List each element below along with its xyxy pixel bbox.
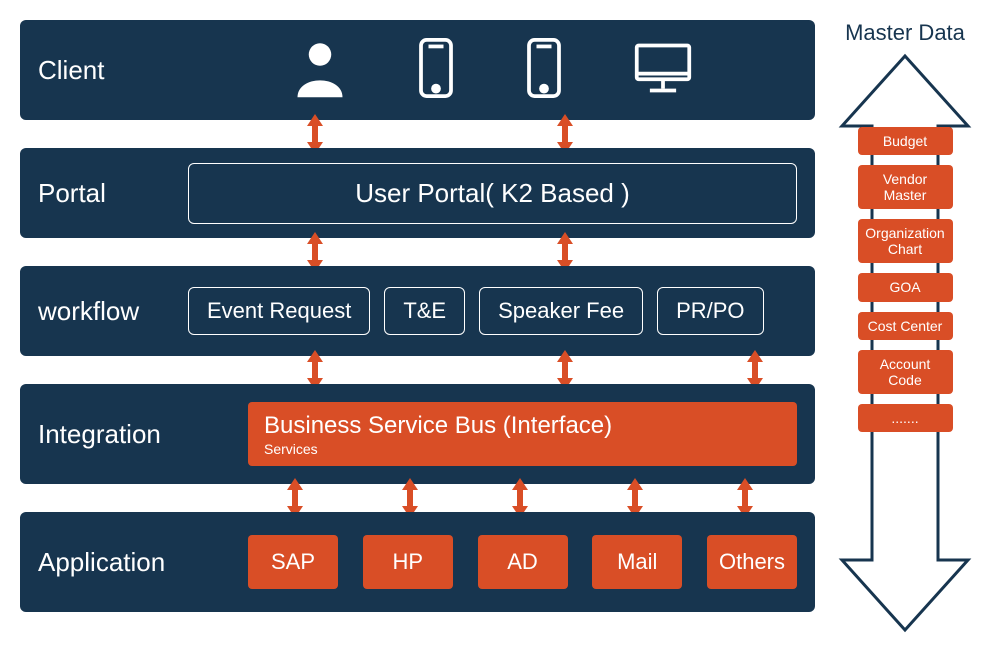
application-box-hp: HP — [363, 535, 453, 589]
layer-label-portal: Portal — [38, 178, 188, 209]
portal-box: User Portal( K2 Based ) — [188, 163, 797, 224]
application-box-others: Others — [707, 535, 797, 589]
workflow-box-speaker-fee: Speaker Fee — [479, 287, 643, 335]
user-icon — [293, 38, 347, 103]
integration-box: Business Service Bus (Interface) Service… — [248, 402, 797, 466]
client-icons — [188, 38, 797, 103]
monitor-icon — [633, 41, 693, 100]
main-column: Client Portal User Portal( K2 Based ) — [20, 20, 815, 643]
layer-label-client: Client — [38, 55, 188, 86]
application-box-ad: AD — [478, 535, 568, 589]
gap-1 — [20, 238, 815, 266]
layer-application: Application SAP HP AD Mail Others — [20, 512, 815, 612]
application-box-sap: SAP — [248, 535, 338, 589]
workflow-box-prpo: PR/PO — [657, 287, 763, 335]
gap-2 — [20, 356, 815, 384]
master-data-more: ....... — [858, 404, 953, 432]
gap-3 — [20, 484, 815, 512]
layer-label-application: Application — [38, 547, 188, 578]
master-data-budget: Budget — [858, 127, 953, 155]
phone-icon — [525, 38, 563, 103]
master-data-vendor: Vendor Master — [858, 165, 953, 209]
master-data-title: Master Data — [845, 20, 965, 46]
workflow-box-te: T&E — [384, 287, 465, 335]
gap-0 — [20, 120, 815, 148]
layer-label-workflow: workflow — [38, 296, 188, 327]
workflow-box-event-request: Event Request — [188, 287, 370, 335]
layer-workflow: workflow Event Request T&E Speaker Fee P… — [20, 266, 815, 356]
layer-portal: Portal User Portal( K2 Based ) — [20, 148, 815, 238]
master-data-org-chart: Organization Chart — [858, 219, 953, 263]
phone-icon — [417, 38, 455, 103]
layer-integration: Integration Business Service Bus (Interf… — [20, 384, 815, 484]
integration-subtitle: Services — [264, 441, 781, 458]
master-data-account-code: Account Code — [858, 350, 953, 394]
master-data-goa: GOA — [858, 273, 953, 301]
application-box-mail: Mail — [592, 535, 682, 589]
master-data-stack: Budget Vendor Master Organization Chart … — [858, 127, 953, 432]
layer-client: Client — [20, 20, 815, 120]
master-data-cost-center: Cost Center — [858, 312, 953, 340]
integration-title: Business Service Bus (Interface) — [264, 412, 612, 439]
layer-label-integration: Integration — [38, 419, 188, 450]
master-data-column: Master Data Budget Vendor Master Organiz… — [830, 20, 980, 643]
